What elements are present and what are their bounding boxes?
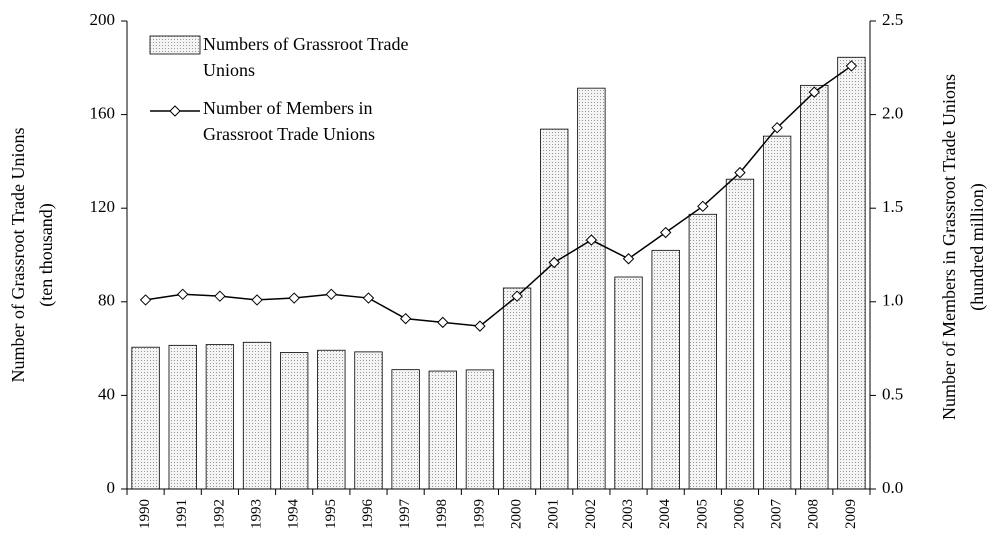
x-tick-label: 2005 [694,499,710,529]
marker [437,316,449,329]
marker [845,60,858,72]
bar [762,135,792,490]
x-tick-label: 2001 [546,499,562,529]
bar [391,369,420,490]
y2-tick-label: 1.0 [882,291,903,310]
bar [725,178,755,490]
y-axis-title: (ten thousand) [36,203,57,306]
marker [214,290,226,302]
y-axis-title: Number of Grassroot Trade Unions [8,128,28,383]
x-tick-label: 2004 [657,499,673,530]
bar [651,249,680,490]
y2-tick-label: 2.5 [882,10,903,29]
legend-text-box: Number of Members in Grassroot Trade Uni… [203,98,376,144]
marker [399,312,412,325]
bar [280,352,309,490]
bar [800,84,829,490]
x-tick-label: 1994 [286,499,302,530]
bar [131,346,160,490]
y-tick-label: 160 [90,104,116,123]
x-tick-label: 2000 [509,499,525,529]
y-tick-label: 200 [90,10,116,29]
marker [139,294,152,306]
bar [428,370,457,490]
bar [540,128,569,490]
y2-axis-title: Number of Members in Grassroot Trade Uni… [939,74,959,420]
bar [317,349,346,490]
marker [808,86,820,98]
marker [548,256,560,269]
line [145,65,852,327]
x-tick-label: 2008 [806,499,822,529]
y-tick-label: 0 [107,478,116,497]
x-tick-label: 2002 [583,499,599,529]
marker [659,226,672,239]
legend-text-box: Numbers of Grassroot Trade Unions [203,34,409,80]
x-tick-label: 1997 [397,499,413,530]
marker [771,121,783,134]
marker [697,200,709,213]
marker [177,288,189,301]
marker [622,253,635,265]
marker [325,288,338,301]
bar [168,344,197,490]
x-tick-label: 1990 [137,499,153,529]
marker [251,294,263,306]
x-tick-label: 1995 [323,499,339,529]
x-tick-label: 1992 [211,499,227,529]
marker [362,292,375,304]
legend-marker [169,105,181,117]
marker [585,234,598,246]
y2-axis-title: (hundred million) [967,183,988,310]
bar [205,344,235,490]
y2-tick-label: 0.5 [882,384,903,403]
x-tick-label: 2003 [620,499,636,529]
x-tick-label: 2009 [843,499,859,529]
marker [288,292,300,304]
bar [242,341,272,490]
x-tick-label: 2006 [731,499,747,530]
y2-tick-label: 0.0 [882,478,903,497]
y2-tick-label: 1.5 [882,197,903,216]
x-tick-label: 1999 [471,499,487,529]
bar [614,276,643,490]
x-tick-label: 1991 [174,499,190,529]
bar [465,369,495,490]
y-tick-label: 120 [90,197,116,216]
bar [502,287,532,490]
legend-label: Numbers of Grassroot Trade Unions [203,34,409,80]
legend-label: Number of Members in Grassroot Trade Uni… [203,98,376,144]
y-tick-label: 40 [98,384,115,403]
marker [474,320,486,332]
bar [837,56,866,490]
y2-tick-label: 2.0 [882,104,903,123]
x-tick-label: 2007 [769,499,785,530]
bar [577,87,606,490]
bar [354,351,383,490]
marker [511,290,523,302]
x-tick-label: 1993 [248,499,264,529]
marker [734,166,746,179]
x-tick-label: 1996 [360,499,376,530]
legend-swatch [149,35,201,55]
bar [688,213,717,490]
x-tick-label: 1998 [434,499,450,529]
y-tick-label: 80 [98,291,115,310]
